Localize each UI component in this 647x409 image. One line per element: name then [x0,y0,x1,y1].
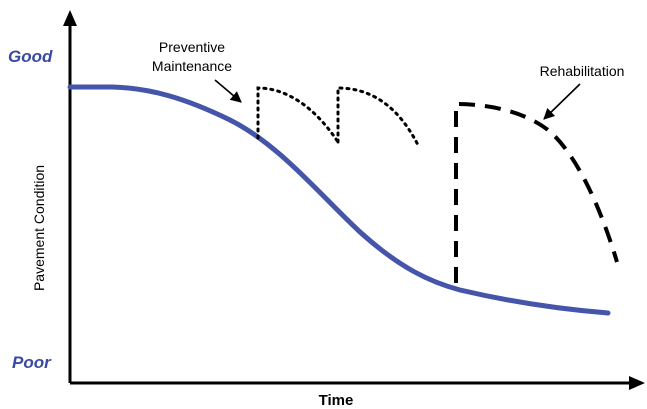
preventive-treatment-1 [256,86,340,144]
y-axis-arrowhead [63,10,77,26]
preventive-label-line1: Preventive [159,39,225,55]
rehabilitation-treatment [454,101,619,283]
good-label: Good [8,47,53,66]
preventive-label-line2: Maintenance [152,58,232,74]
x-axis-title: Time [319,392,354,409]
rehabilitation-arrow [543,83,581,120]
preventive-treatment-2 [336,86,420,147]
preventive-arrow [214,79,242,103]
y-axis-title: Pavement Condition [31,165,47,291]
deterioration-curve [67,84,611,316]
x-axis-arrowhead [629,376,645,390]
rehabilitation-label: Rehabilitation [540,63,625,79]
poor-label: Poor [12,353,52,372]
